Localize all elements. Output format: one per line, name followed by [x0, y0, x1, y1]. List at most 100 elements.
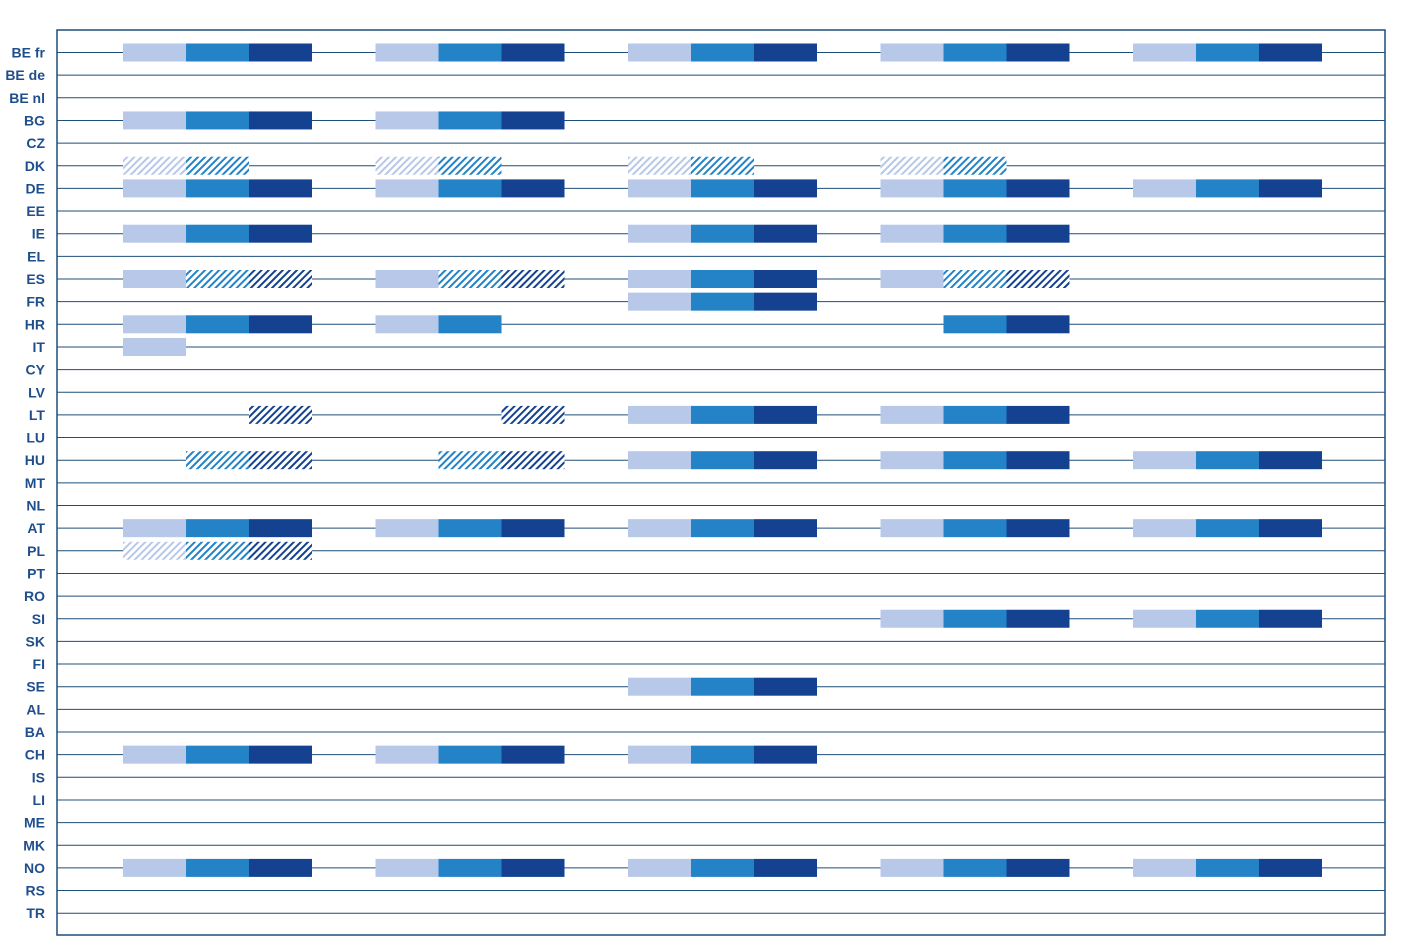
bar-segment — [628, 156, 691, 175]
country-label: IT — [33, 339, 46, 355]
bar-segment — [1006, 224, 1070, 243]
bar-segment — [943, 609, 1007, 628]
bar-segment — [1196, 609, 1259, 628]
bar-group — [628, 405, 817, 424]
bar-segment — [880, 224, 944, 243]
country-label: BA — [25, 724, 45, 740]
bar-segment — [438, 315, 502, 334]
bar-group — [1133, 43, 1322, 62]
bar-segment — [880, 858, 944, 877]
bar-segment — [943, 315, 1007, 334]
country-label: MK — [23, 837, 45, 853]
bar-segment — [375, 858, 439, 877]
bar-segment — [754, 224, 817, 243]
bar-segment — [123, 156, 186, 175]
country-label: LV — [28, 384, 46, 400]
bar-group — [123, 745, 312, 764]
bar-segment — [1006, 405, 1070, 424]
bar-group — [1133, 451, 1322, 470]
bar-segment — [123, 337, 186, 356]
bar-segment — [1196, 519, 1259, 538]
bar-segment — [438, 519, 502, 538]
bar-segment — [691, 270, 754, 288]
bar-group — [501, 405, 565, 424]
bar-segment — [691, 43, 754, 62]
bar-segment — [501, 858, 565, 877]
bar-segment — [375, 156, 439, 175]
bar-segment — [1133, 179, 1196, 198]
bar-segment — [754, 745, 817, 764]
bar-group — [375, 111, 565, 130]
bar-segment — [880, 405, 944, 424]
bar-group — [628, 156, 754, 175]
bar-segment — [754, 451, 817, 470]
country-label: FR — [26, 294, 45, 310]
bar-segment — [691, 519, 754, 538]
bar-group — [123, 43, 312, 62]
country-label: LT — [29, 407, 46, 423]
bar-segment — [943, 270, 1007, 288]
bar-segment — [249, 43, 312, 62]
bar-segment — [754, 405, 817, 424]
bar-segment — [880, 451, 944, 470]
bar-segment — [501, 43, 565, 62]
bar-group — [375, 156, 502, 175]
country-label: LI — [33, 792, 45, 808]
bar-segment — [123, 745, 186, 764]
bar-segment — [438, 858, 502, 877]
bar-segment — [1006, 858, 1070, 877]
bars — [123, 43, 1322, 877]
bar-segment — [438, 156, 502, 175]
bar-group — [628, 451, 817, 470]
bar-group — [880, 179, 1070, 198]
bar-segment — [880, 43, 944, 62]
bar-segment — [628, 43, 691, 62]
bar-group — [628, 858, 817, 877]
bar-segment — [943, 405, 1007, 424]
country-label: SE — [26, 679, 45, 695]
bar-group — [1133, 179, 1322, 198]
bar-segment — [691, 292, 754, 311]
bar-segment — [186, 156, 249, 175]
bar-segment — [249, 405, 312, 424]
bar-segment — [375, 111, 439, 130]
bar-segment — [249, 315, 312, 334]
bar-segment — [691, 156, 754, 175]
bar-segment — [628, 224, 691, 243]
bar-segment — [123, 111, 186, 130]
bar-segment — [1133, 609, 1196, 628]
country-label: DK — [25, 158, 45, 174]
bar-segment — [1259, 858, 1322, 877]
bar-group — [880, 270, 1070, 288]
bar-group — [123, 858, 312, 877]
bar-segment — [1196, 451, 1259, 470]
bar-segment — [375, 179, 439, 198]
bar-segment — [501, 405, 565, 424]
bar-segment — [628, 858, 691, 877]
bar-segment — [186, 111, 249, 130]
bar-segment — [754, 270, 817, 288]
bar-group — [1133, 858, 1322, 877]
country-label: RO — [24, 588, 45, 604]
bar-group — [375, 315, 502, 334]
bar-segment — [628, 405, 691, 424]
country-label: AT — [27, 520, 45, 536]
bar-segment — [123, 315, 186, 334]
country-label: LU — [26, 430, 45, 446]
bar-segment — [1259, 451, 1322, 470]
bar-segment — [249, 179, 312, 198]
bar-segment — [691, 677, 754, 696]
bar-segment — [754, 179, 817, 198]
bar-segment — [186, 315, 249, 334]
bar-segment — [691, 224, 754, 243]
bar-segment — [438, 451, 502, 470]
bar-group — [123, 541, 312, 560]
bar-segment — [691, 405, 754, 424]
bar-segment — [375, 43, 439, 62]
bar-segment — [1006, 315, 1070, 334]
bar-group — [375, 43, 565, 62]
bar-segment — [123, 270, 186, 288]
bar-segment — [943, 224, 1007, 243]
bar-group — [1133, 519, 1322, 538]
